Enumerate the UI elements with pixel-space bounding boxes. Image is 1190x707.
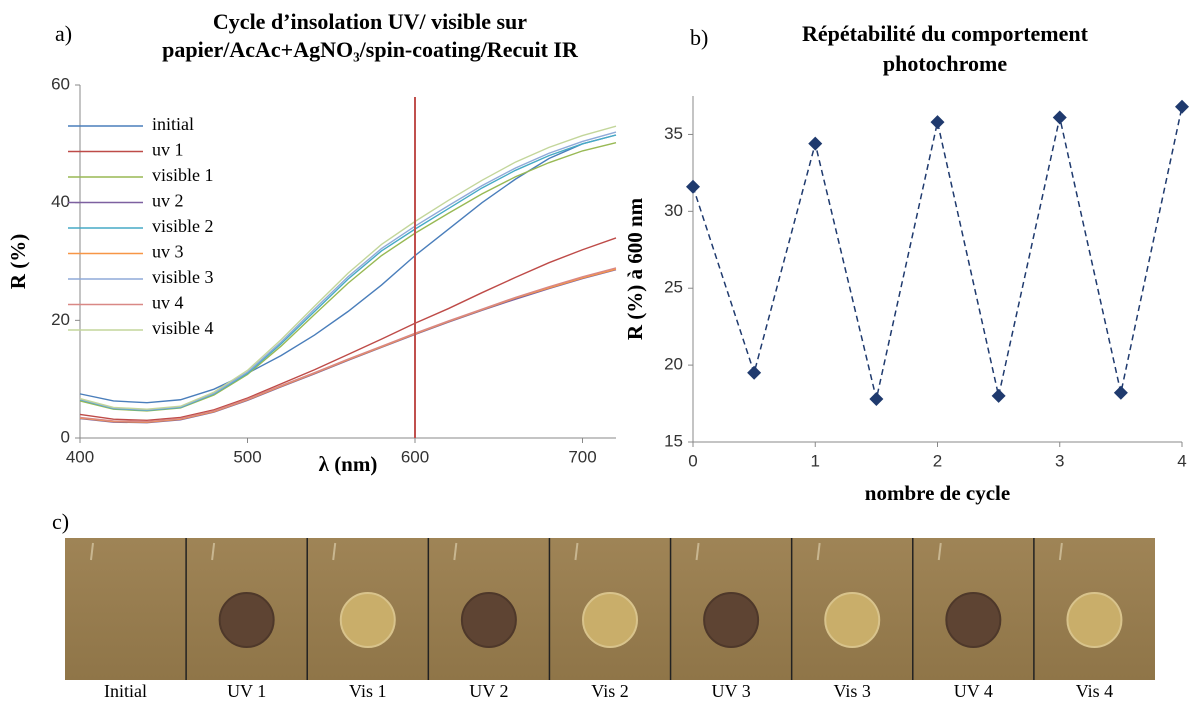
y-axis-label: R (%) [6,234,30,289]
spot [703,592,760,648]
x-tick-label: 2 [933,451,942,470]
photo-caption: Vis 2 [591,681,628,701]
scratch [90,542,94,561]
x-tick-label: 700 [568,447,596,466]
spot [218,592,275,648]
series-line [79,237,617,422]
chart-title: photochrome [883,51,1007,76]
point [1175,99,1189,114]
x-tick-label: 1 [811,451,820,470]
panel-label: c) [52,509,69,534]
scratch [1058,542,1063,561]
spot [460,592,517,648]
scratch [211,542,216,561]
x-tick-label: 4 [1177,451,1186,470]
scratch [695,542,700,561]
scratch [816,542,821,561]
legend-label: uv 3 [152,242,184,262]
point [686,179,700,194]
legend-label: visible 1 [152,165,214,185]
chart-title: papier/AcAc+AgNO₃/spin-coating/Recuit IR [162,37,579,62]
spot [824,592,881,648]
photo [65,538,187,680]
legend-label: uv 1 [152,140,184,160]
spot [945,592,1002,648]
y-tick-label: 60 [51,74,70,93]
x-tick-label: 0 [688,451,697,470]
y-tick-label: 30 [664,201,683,220]
legend-label: uv 2 [152,191,184,211]
y-tick-label: 40 [51,192,70,211]
photo-caption: Vis 4 [1076,681,1113,701]
point [869,391,884,406]
legend-label: initial [152,114,194,134]
photo-caption: Vis 1 [349,681,386,701]
spot [582,592,638,648]
panel-label: b) [690,25,708,50]
x-tick-label: 400 [66,447,94,466]
chart-title: Répétabilité du comportement [802,21,1089,46]
point [1113,385,1128,400]
series-line [79,267,617,423]
y-tick-label: 20 [664,355,683,374]
point [808,136,823,151]
panel-label: a) [55,21,72,46]
scratch [574,542,579,561]
legend-label: visible 3 [152,267,214,287]
scratch [453,542,458,561]
point [991,388,1006,403]
series-line [79,125,617,410]
scratch [937,542,942,561]
photo-caption: UV 2 [469,681,508,701]
x-tick-label: 3 [1055,451,1064,470]
y-tick-label: 15 [664,431,683,450]
photo-caption: UV 3 [712,681,751,701]
y-tick-label: 35 [664,124,683,143]
legend-label: uv 4 [152,293,184,313]
point [930,115,945,130]
y-tick-label: 0 [61,427,70,446]
spot [339,592,396,648]
photo-caption: UV 1 [227,681,266,701]
x-tick-label: 500 [233,447,261,466]
legend-label: visible 2 [152,216,214,236]
x-axis-label: λ (nm) [319,452,378,476]
spot [1066,592,1123,648]
y-tick-label: 25 [664,278,683,297]
series-line [692,106,1183,400]
photo-caption: UV 4 [954,681,993,701]
scratch [332,542,337,561]
legend-label: visible 4 [152,318,214,338]
y-tick-label: 20 [51,310,70,329]
x-axis-label: nombre de cycle [865,481,1010,505]
photo-caption: Vis 3 [834,681,871,701]
point [747,365,762,380]
x-tick-label: 600 [401,447,429,466]
point [1052,110,1067,125]
y-axis-label: R (%) à 600 nm [623,197,647,340]
chart-title: Cycle d’insolation UV/ visible sur [213,9,527,34]
photo-caption: Initial [104,681,147,701]
photo-strip: Initial UV 1 Vis 1 UV 2 Vis 2 UV 3 Vis 3 UV 4 Vi… [65,538,1155,701]
